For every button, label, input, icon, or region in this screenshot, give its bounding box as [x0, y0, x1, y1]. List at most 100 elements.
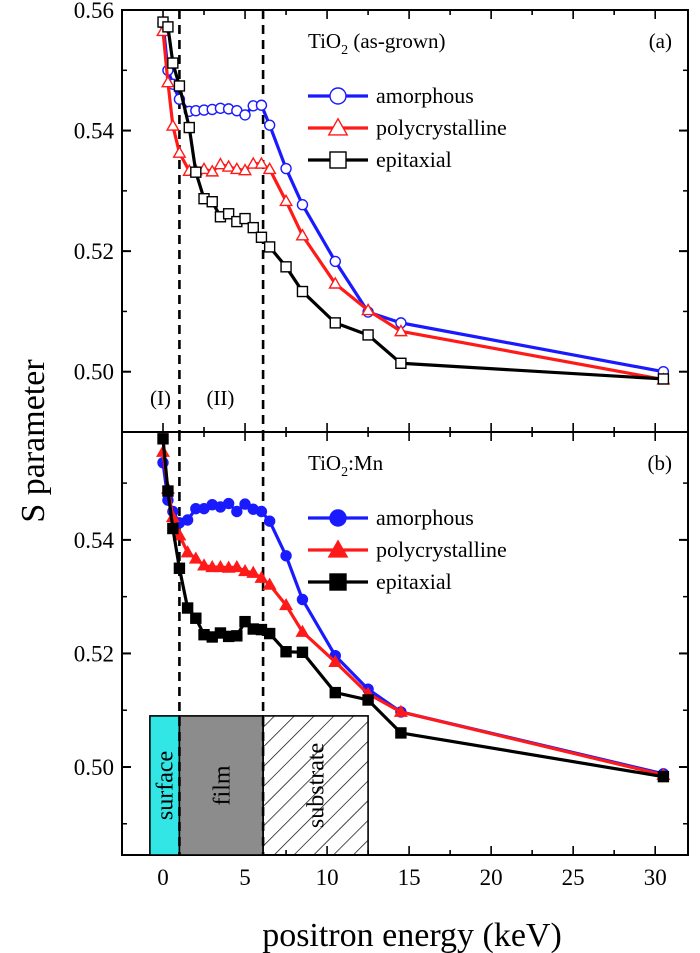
x-tick-label: 5: [239, 865, 251, 890]
data-point-polycrystalline: [221, 159, 236, 172]
data-point-epitaxial: [263, 627, 276, 640]
data-point-epitaxial: [362, 329, 374, 341]
panel-b-frame: [121, 431, 689, 856]
legend-label-polycrystalline: polycrystalline: [376, 115, 507, 140]
data-point-amorphous: [255, 99, 268, 111]
panel-b-title: TiO2:Mn: [308, 451, 384, 480]
surface-label: surface: [153, 751, 179, 820]
x-tick-label: 20: [480, 865, 503, 890]
y-tick-label: 0.50: [74, 755, 114, 780]
film-label: film: [209, 765, 235, 805]
series-line-amorphous: [161, 23, 664, 374]
y-tick-label: 0.54: [74, 119, 115, 144]
data-point-polycrystalline: [254, 570, 269, 583]
y-tick-label: 0.52: [74, 641, 114, 666]
data-point-polycrystalline: [172, 145, 187, 158]
data-point-amorphous: [296, 593, 309, 606]
data-point-epitaxial: [181, 602, 194, 614]
panel-a-tag: (a): [649, 29, 672, 53]
data-point-epitaxial: [167, 522, 179, 535]
legend-label-epitaxial: epitaxial: [376, 147, 452, 172]
substrate-box: [262, 715, 369, 856]
x-tick-label: 0: [157, 865, 169, 890]
data-point-epitaxial: [362, 694, 374, 706]
data-point-epitaxial: [239, 615, 251, 628]
legend-label-amorphous: amorphous: [376, 83, 474, 108]
x-axis-title: positron energy (keV): [262, 917, 562, 953]
data-point-polycrystalline: [393, 704, 408, 717]
data-point-epitaxial: [329, 686, 341, 699]
data-point-polycrystalline: [165, 118, 180, 131]
data-point-polycrystalline: [172, 528, 187, 541]
data-point-epitaxial: [395, 357, 407, 369]
data-point-polycrystalline: [229, 161, 244, 175]
y-tick-label: 0.56: [74, 0, 114, 23]
data-point-epitaxial: [183, 121, 195, 134]
data-point-polycrystalline: [393, 324, 408, 337]
panel-b-tag: (b): [648, 451, 673, 475]
data-point-polycrystalline: [295, 228, 310, 241]
y-tick-label: 0.50: [74, 360, 114, 385]
data-point-epitaxial: [395, 727, 407, 739]
data-point-epitaxial: [190, 166, 202, 178]
data-point-epitaxial: [329, 317, 341, 329]
data-point-epitaxial: [239, 212, 251, 225]
legend-marker-amorphous: [329, 509, 347, 527]
region-label-I: (I): [150, 386, 171, 410]
data-point-amorphous: [239, 498, 251, 510]
data-point-amorphous: [181, 514, 194, 526]
data-point-epitaxial: [263, 241, 276, 253]
data-point-epitaxial: [222, 208, 235, 220]
data-point-epitaxial: [255, 231, 268, 243]
legend-marker-amorphous: [329, 87, 347, 105]
data-point-amorphous: [263, 515, 276, 527]
legend-marker-epitaxial: [329, 151, 347, 169]
data-point-amorphous: [296, 199, 309, 211]
data-point-polycrystalline: [197, 558, 211, 571]
panel-b: 0.50 0.52 0.54 surface film substrate TiO2:Mn (…: [74, 431, 689, 856]
data-point-polycrystalline: [213, 157, 228, 170]
data-point-epitaxial: [296, 285, 309, 298]
data-point-polycrystalline: [262, 577, 277, 590]
y-axis-title: S parameter: [15, 359, 52, 523]
data-point-epitaxial: [280, 261, 292, 273]
data-point-epitaxial: [157, 433, 169, 445]
data-point-epitaxial: [296, 646, 309, 659]
data-point-polycrystalline: [328, 654, 343, 667]
data-point-epitaxial: [162, 21, 174, 33]
data-point-polycrystalline: [205, 164, 220, 177]
data-point-amorphous: [231, 505, 243, 518]
data-point-amorphous: [263, 119, 276, 131]
x-tick-label: 10: [316, 865, 339, 890]
data-point-polycrystalline: [279, 193, 294, 207]
data-point-polycrystalline: [213, 559, 228, 573]
legend-label-amorphous: amorphous: [376, 505, 474, 530]
data-point-epitaxial: [247, 221, 259, 234]
legend-label-epitaxial: epitaxial: [376, 569, 452, 594]
region-label-II: (II): [206, 386, 234, 410]
legend-marker-epitaxial: [329, 573, 347, 591]
data-point-polycrystalline: [229, 559, 244, 573]
data-point-epitaxial: [173, 562, 186, 574]
data-point-amorphous: [239, 109, 251, 121]
legend-marker-polycrystalline: [327, 539, 349, 558]
data-point-epitaxial: [657, 373, 670, 385]
y-tick-label: 0.52: [74, 239, 114, 264]
data-point-polycrystalline: [328, 276, 343, 289]
data-point-polycrystalline: [246, 565, 261, 578]
data-point-amorphous: [280, 550, 292, 562]
data-point-epitaxial: [173, 80, 186, 92]
data-point-epitaxial: [280, 646, 292, 658]
data-point-polycrystalline: [262, 161, 277, 175]
panel-a: 0.50 0.52 0.54 0.56 (I) (II) TiO2 (as-grown) (a…: [74, 0, 689, 433]
x-tick-label: 25: [562, 865, 585, 890]
data-point-polycrystalline: [254, 156, 269, 169]
data-point-polycrystalline: [238, 163, 252, 176]
data-point-polycrystalline: [246, 156, 261, 169]
legend-label-polycrystalline: polycrystalline: [376, 537, 507, 562]
data-point-epitaxial: [231, 630, 243, 642]
panel-a-title: TiO2 (as-grown): [308, 29, 445, 58]
data-point-polycrystalline: [188, 551, 203, 564]
data-point-epitaxial: [657, 770, 670, 783]
